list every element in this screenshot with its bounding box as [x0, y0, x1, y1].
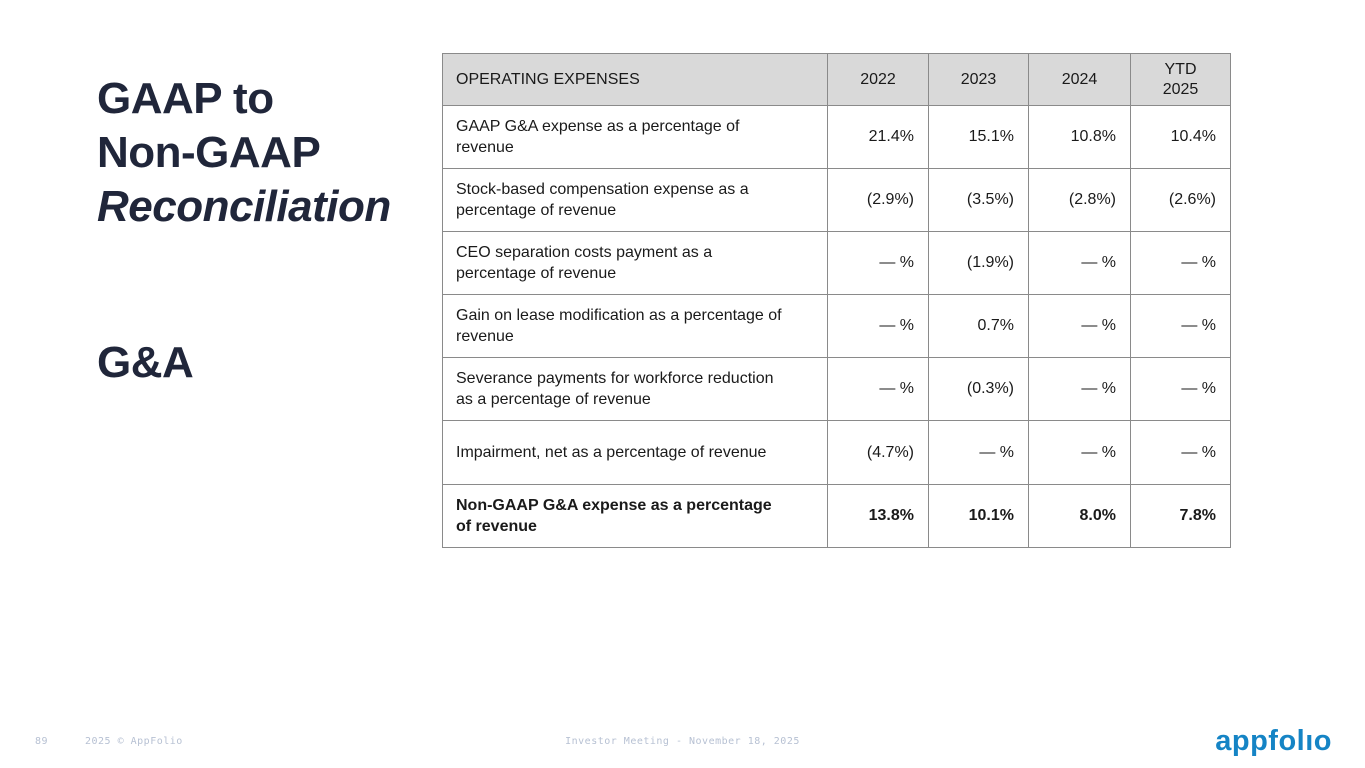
table-row: GAAP G&A expense as a percentage of reve…	[442, 105, 1231, 169]
value-cell: (1.9%)	[928, 231, 1029, 295]
value-cell: — %	[827, 357, 929, 421]
footer-meeting-title: Investor Meeting - November 18, 2025	[565, 736, 800, 747]
value-cell: (3.5%)	[928, 168, 1029, 232]
value-cell: — %	[1028, 357, 1131, 421]
title-line-2: Non-GAAP	[97, 128, 321, 177]
value-cell: — %	[1130, 231, 1231, 295]
row-label-cell: Stock-based compensation expense as a pe…	[442, 168, 828, 232]
table-row: Stock-based compensation expense as a pe…	[442, 168, 1231, 232]
reconciliation-table-container: OPERATING EXPENSES 2022 2023 2024 YTD 20…	[442, 53, 1231, 548]
value-cell: 10.4%	[1130, 105, 1231, 169]
appfolio-logo: appfolıo	[1215, 725, 1332, 757]
column-header-2022: 2022	[827, 53, 929, 106]
value-cell: (0.3%)	[928, 357, 1029, 421]
value-cell: (4.7%)	[827, 420, 929, 485]
value-cell: 21.4%	[827, 105, 929, 169]
row-label-cell: Non-GAAP G&A expense as a percentage of …	[442, 484, 828, 548]
value-cell: 0.7%	[928, 294, 1029, 358]
value-cell: 10.8%	[1028, 105, 1131, 169]
value-cell: 15.1%	[928, 105, 1029, 169]
value-cell: 7.8%	[1130, 484, 1231, 548]
row-label-cell: CEO separation costs payment as a percen…	[442, 231, 828, 295]
value-cell: — %	[1028, 231, 1131, 295]
value-cell: — %	[1130, 357, 1231, 421]
column-header-2024: 2024	[1028, 53, 1131, 106]
column-header-2023: 2023	[928, 53, 1029, 106]
value-cell: — %	[1130, 294, 1231, 358]
value-cell: (2.8%)	[1028, 168, 1131, 232]
value-cell: 10.1%	[928, 484, 1029, 548]
value-cell: — %	[827, 231, 929, 295]
page-title: GAAP to Non-GAAP Reconciliation	[97, 72, 391, 234]
copyright-text: 2025 © AppFolio	[85, 736, 183, 747]
table-row: Severance payments for workforce reducti…	[442, 357, 1231, 421]
reconciliation-table: OPERATING EXPENSES 2022 2023 2024 YTD 20…	[442, 53, 1231, 548]
row-label-cell: Impairment, net as a percentage of reven…	[442, 420, 828, 485]
section-subtitle: G&A	[97, 338, 194, 387]
table-row: Gain on lease modification as a percenta…	[442, 294, 1231, 358]
row-label-cell: Gain on lease modification as a percenta…	[442, 294, 828, 358]
value-cell: — %	[827, 294, 929, 358]
table-header-row: OPERATING EXPENSES 2022 2023 2024 YTD 20…	[442, 53, 1231, 106]
table-row: Impairment, net as a percentage of reven…	[442, 420, 1231, 485]
row-label-cell: GAAP G&A expense as a percentage of reve…	[442, 105, 828, 169]
value-cell: 8.0%	[1028, 484, 1131, 548]
page-number: 89	[35, 736, 49, 747]
row-label-cell: Severance payments for workforce reducti…	[442, 357, 828, 421]
value-cell: — %	[928, 420, 1029, 485]
column-header-operating-expenses: OPERATING EXPENSES	[442, 53, 828, 106]
title-line-3: Reconciliation	[97, 182, 391, 231]
value-cell: — %	[1130, 420, 1231, 485]
title-line-1: GAAP to	[97, 74, 274, 123]
table-row-total: Non-GAAP G&A expense as a percentage of …	[442, 484, 1231, 548]
column-header-ytd-2025: YTD 2025	[1130, 53, 1231, 106]
value-cell: — %	[1028, 294, 1131, 358]
value-cell: 13.8%	[827, 484, 929, 548]
value-cell: — %	[1028, 420, 1131, 485]
value-cell: (2.6%)	[1130, 168, 1231, 232]
table-row: CEO separation costs payment as a percen…	[442, 231, 1231, 295]
value-cell: (2.9%)	[827, 168, 929, 232]
